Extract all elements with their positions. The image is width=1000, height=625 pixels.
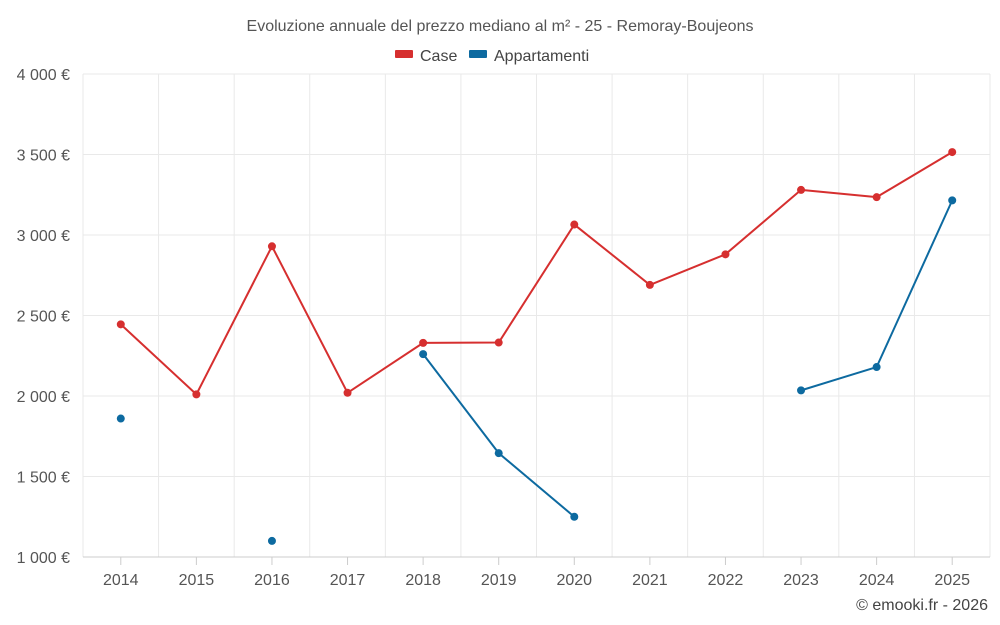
legend-swatch	[395, 50, 413, 58]
data-point[interactable]	[872, 193, 881, 202]
y-tick-label: 2 500 €	[17, 309, 70, 326]
data-point[interactable]	[721, 250, 730, 259]
data-point[interactable]	[570, 220, 579, 229]
series-line	[422, 353, 575, 518]
data-point[interactable]	[192, 390, 201, 399]
series-line	[800, 199, 954, 392]
data-point[interactable]	[948, 148, 957, 157]
x-tick-label: 2022	[708, 572, 744, 589]
chart-credit: © emooki.fr - 2026	[856, 597, 988, 614]
series-appartamenti	[116, 196, 957, 545]
data-point[interactable]	[797, 185, 806, 194]
legend-label: Appartamenti	[494, 48, 589, 65]
x-tick-label: 2023	[783, 572, 819, 589]
data-point[interactable]	[116, 414, 125, 423]
x-tick-label: 2017	[330, 572, 366, 589]
data-point[interactable]	[645, 280, 654, 289]
data-point[interactable]	[948, 196, 957, 205]
x-tick-label: 2021	[632, 572, 668, 589]
series-case	[116, 148, 957, 399]
x-tick-label: 2018	[405, 572, 441, 589]
data-point[interactable]	[570, 512, 579, 521]
series-group	[116, 148, 957, 545]
x-tick-label: 2020	[556, 572, 592, 589]
data-point[interactable]	[267, 536, 276, 545]
y-tick-label: 3 500 €	[17, 148, 70, 165]
legend-label: Case	[420, 48, 457, 65]
data-point[interactable]	[267, 242, 276, 251]
y-tick-label: 3 000 €	[17, 228, 70, 245]
data-point[interactable]	[116, 320, 125, 329]
legend-swatch	[469, 50, 487, 58]
data-point[interactable]	[343, 388, 352, 397]
x-tick-label: 2019	[481, 572, 517, 589]
data-point[interactable]	[419, 338, 428, 347]
x-tick-label: 2016	[254, 572, 290, 589]
y-tick-label: 4 000 €	[17, 67, 70, 84]
x-tick-label: 2015	[179, 572, 215, 589]
legend-item-case[interactable]: Case	[395, 48, 457, 65]
data-point[interactable]	[872, 363, 881, 372]
y-tick-label: 2 000 €	[17, 389, 70, 406]
x-tick-label: 2025	[934, 572, 970, 589]
legend[interactable]: Case Appartamenti	[395, 48, 589, 65]
axes: 1 000 € 1 500 € 2 000 € 2 500 € 3 000 € 3 500…	[17, 67, 990, 589]
series-line	[120, 151, 953, 396]
y-tick-label: 1 000 €	[17, 550, 70, 567]
x-tick-label: 2014	[103, 572, 139, 589]
legend-item-appartamenti[interactable]: Appartamenti	[469, 48, 589, 65]
chart-title: Evoluzione annuale del prezzo mediano al…	[247, 18, 754, 35]
data-point[interactable]	[494, 338, 503, 347]
y-tick-label: 1 500 €	[17, 470, 70, 487]
data-point[interactable]	[419, 350, 428, 359]
data-point[interactable]	[797, 386, 806, 395]
grid	[82, 73, 991, 558]
x-tick-label: 2024	[859, 572, 895, 589]
data-point[interactable]	[494, 449, 503, 458]
